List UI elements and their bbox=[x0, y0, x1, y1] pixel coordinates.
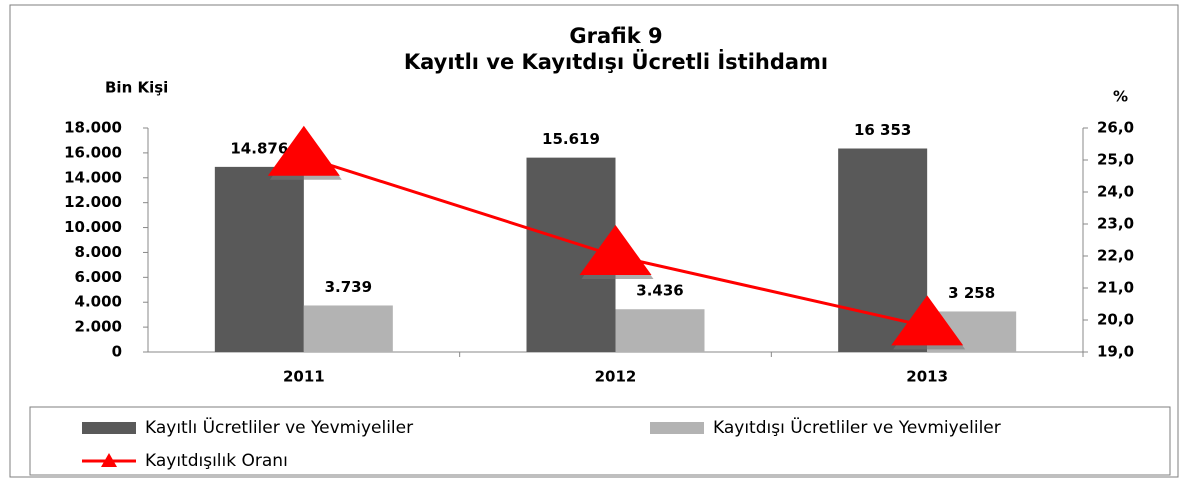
x-tick-label: 2011 bbox=[283, 368, 325, 386]
y2-tick-label: 21,0 bbox=[1097, 279, 1134, 297]
y-tick-label: 4.000 bbox=[75, 293, 122, 311]
y-tick-label: 18.000 bbox=[64, 119, 122, 137]
y-tick-label: 14.000 bbox=[64, 168, 122, 186]
chart-subtitle: Kayıtlı ve Kayıtdışı Ücretli İstihdamı bbox=[404, 49, 828, 74]
marker bbox=[891, 295, 964, 346]
data-label: 15.619 bbox=[542, 130, 600, 148]
marker bbox=[267, 125, 340, 176]
y2-tick-label: 22,0 bbox=[1097, 247, 1134, 265]
legend-swatch bbox=[650, 422, 704, 434]
data-label: 3.436 bbox=[636, 282, 683, 300]
y2-tick-label: 19,0 bbox=[1097, 343, 1134, 361]
y-tick-label: 0 bbox=[112, 343, 122, 361]
legend-label: Kayıtdışılık Oranı bbox=[145, 451, 288, 471]
x-tick-label: 2013 bbox=[906, 368, 948, 386]
y-axis-label: Bin Kişi bbox=[105, 79, 168, 97]
x-tick-label: 2012 bbox=[595, 368, 637, 386]
bar bbox=[303, 305, 393, 352]
data-label: 16 353 bbox=[854, 121, 911, 139]
marker bbox=[579, 225, 652, 275]
y2-tick-label: 24,0 bbox=[1097, 183, 1134, 201]
y-tick-label: 2.000 bbox=[75, 318, 122, 336]
y-tick-label: 12.000 bbox=[64, 193, 122, 211]
bar bbox=[214, 166, 304, 352]
y-tick-label: 10.000 bbox=[64, 218, 122, 236]
data-label: 3 258 bbox=[948, 284, 995, 302]
y-tick-label: 6.000 bbox=[75, 268, 122, 286]
legend-swatch bbox=[82, 422, 136, 434]
data-label: 14.876 bbox=[230, 139, 288, 157]
legend bbox=[29, 406, 1171, 476]
legend-label: Kayıtdışı Ücretliler ve Yevmiyeliler bbox=[713, 416, 1001, 438]
legend-label: Kayıtlı Ücretliler ve Yevmiyeliler bbox=[145, 416, 413, 438]
bar bbox=[615, 309, 705, 352]
y-tick-label: 8.000 bbox=[75, 243, 122, 261]
y2-tick-label: 26,0 bbox=[1097, 119, 1134, 137]
data-label: 3.739 bbox=[325, 278, 372, 296]
y-tick-label: 16.000 bbox=[64, 143, 122, 161]
y2-tick-label: 23,0 bbox=[1097, 215, 1134, 233]
y2-axis-label: % bbox=[1113, 88, 1128, 106]
legend-marker bbox=[101, 453, 117, 467]
y2-tick-label: 25,0 bbox=[1097, 151, 1134, 169]
chart-title: Grafik 9 bbox=[569, 24, 662, 48]
y2-tick-label: 20,0 bbox=[1097, 311, 1134, 329]
